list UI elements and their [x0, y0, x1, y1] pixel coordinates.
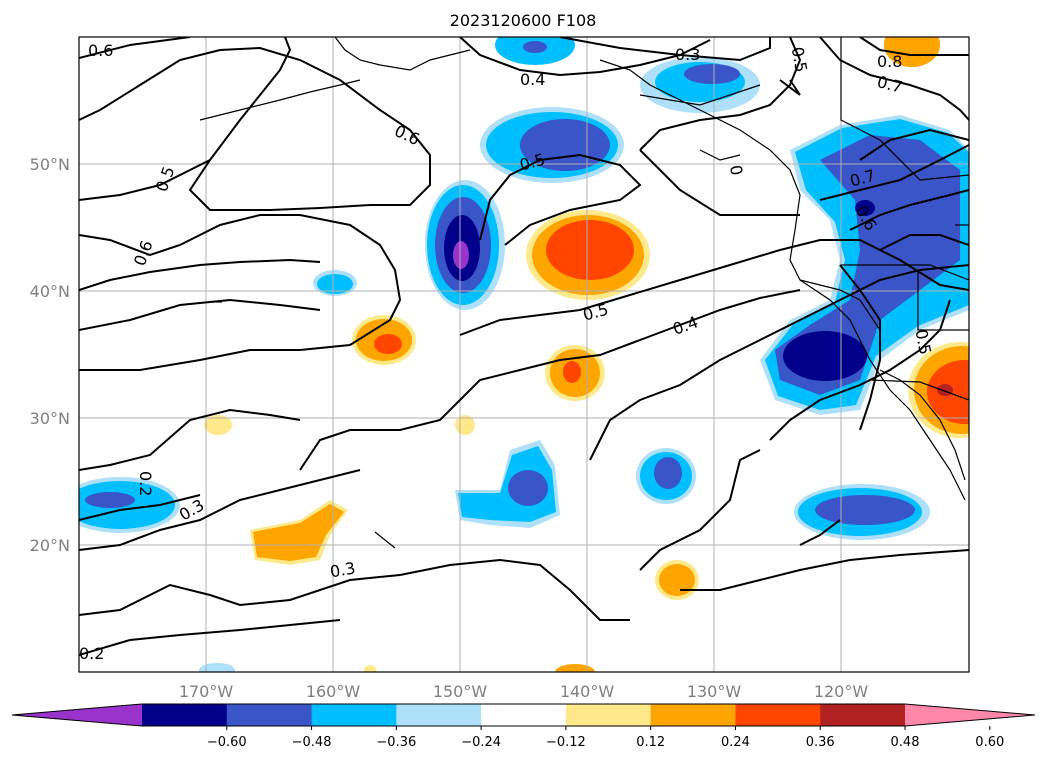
lat-label: 30°N: [30, 409, 70, 428]
colorbar-outline: [11, 703, 1036, 727]
colorbar-segment: [226, 704, 313, 726]
contour-label: 0.2: [136, 471, 155, 496]
colorbar-tick-label: −0.12: [546, 735, 586, 750]
colorbar-tick-label: 0.48: [891, 735, 920, 750]
colorbar-extend-low: [12, 704, 142, 726]
lat-label: 20°N: [30, 536, 70, 555]
colorbar-tick-label: −0.36: [376, 735, 416, 750]
map-title: 2023120600 F108: [450, 11, 597, 30]
contour-label: 0.8: [877, 52, 902, 71]
colorbar-segment: [820, 704, 906, 726]
colorbar-segment: [142, 704, 228, 726]
lat-label: 40°N: [30, 282, 70, 301]
contour-label: 0.3: [675, 45, 700, 64]
colorbar-segment: [311, 704, 397, 726]
lon-label: 130°W: [687, 682, 742, 701]
colorbar-tick-label: 0.36: [806, 735, 835, 750]
lat-label: 50°N: [30, 155, 70, 174]
colorbar-extend-high: [905, 704, 1035, 726]
contour-lines: [79, 37, 969, 656]
colorbar-segment: [735, 704, 821, 726]
contour-label: 0.5: [912, 328, 935, 356]
lon-label: 150°W: [433, 682, 488, 701]
latitude-labels: 50°N 40°N 30°N 20°N: [30, 155, 70, 555]
map-frame: [78, 36, 970, 673]
contour-label: 0.6: [88, 41, 113, 60]
map-panel: 0.6 0.5 0.6 0.6 0.5 0.4 0.3 0.5 0.8 0.7 …: [79, 37, 969, 672]
coastlines: [199, 37, 969, 549]
longitude-labels: 170°W 160°W 150°W 140°W 130°W 120°W: [179, 682, 869, 701]
contour-label: 0.3: [328, 558, 356, 581]
colorbar-tick-label: −0.48: [292, 735, 332, 750]
contour-label: 0: [726, 164, 746, 177]
colorbar-segment: [481, 704, 567, 726]
colorbar-tick-label: −0.60: [207, 735, 247, 750]
contour-label: 0.5: [788, 45, 811, 73]
colorbar-segment: [396, 704, 482, 726]
contour-label: 0.2: [79, 644, 104, 663]
lon-label: 120°W: [814, 682, 869, 701]
colorbar-tick-label: 0.12: [636, 735, 665, 750]
colorbar-segment: [650, 704, 736, 726]
gridlines: [79, 37, 969, 672]
colorbar-segment: [565, 704, 652, 726]
colorbar: −0.60 −0.48 −0.36 −0.24 −0.12 0.12 0.24 0.36 0.4…: [11, 703, 1036, 750]
lon-label: 170°W: [179, 682, 234, 701]
colorbar-tick-label: −0.24: [461, 735, 501, 750]
lon-label: 160°W: [306, 682, 361, 701]
contour-label: 0.4: [520, 70, 545, 89]
colorbar-tick-label: 0.60: [975, 735, 1004, 750]
lon-label: 140°W: [560, 682, 615, 701]
colorbar-tick-label: 0.24: [721, 735, 750, 750]
